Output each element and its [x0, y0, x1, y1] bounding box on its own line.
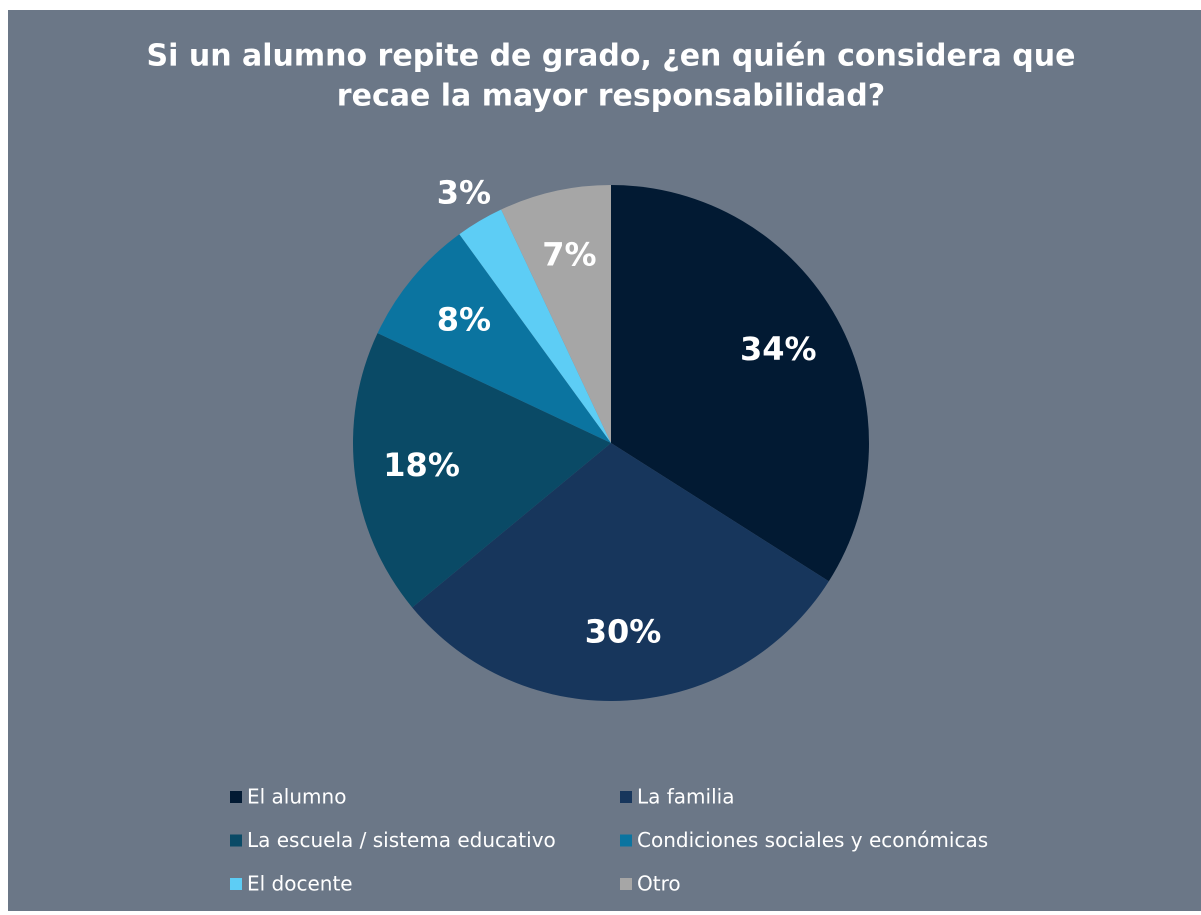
legend-swatch	[230, 878, 242, 890]
pie-slice	[459, 209, 611, 443]
legend-swatch	[230, 791, 242, 803]
legend-label: Otro	[637, 872, 681, 896]
chart-title: recae la mayor responsabilidad?	[337, 79, 885, 114]
slice-label: 8%	[437, 300, 491, 338]
pie-slice	[412, 443, 829, 701]
slice-label: 34%	[740, 330, 817, 368]
pie-slice	[352, 333, 611, 608]
chart-title: Si un alumno repite de grado, ¿en quién …	[147, 39, 1076, 74]
pie-slice	[377, 234, 611, 443]
legend-label: El docente	[247, 872, 353, 896]
legend-swatch	[620, 791, 632, 803]
legend-swatch	[620, 878, 632, 890]
legend-label: La familia	[637, 785, 734, 809]
legend-swatch	[230, 834, 242, 847]
slice-label: 18%	[383, 446, 460, 484]
legend-label: El alumno	[247, 785, 346, 809]
pie-slice	[501, 185, 611, 443]
pie-slice	[611, 185, 869, 582]
slice-label: 7%	[542, 236, 596, 274]
slice-label: 3%	[437, 173, 491, 211]
legend-label: La escuela / sistema educativo	[247, 828, 556, 852]
legend-label: Condiciones sociales y económicas	[637, 828, 988, 852]
slice-label: 30%	[585, 613, 662, 651]
legend-swatch	[620, 834, 632, 847]
